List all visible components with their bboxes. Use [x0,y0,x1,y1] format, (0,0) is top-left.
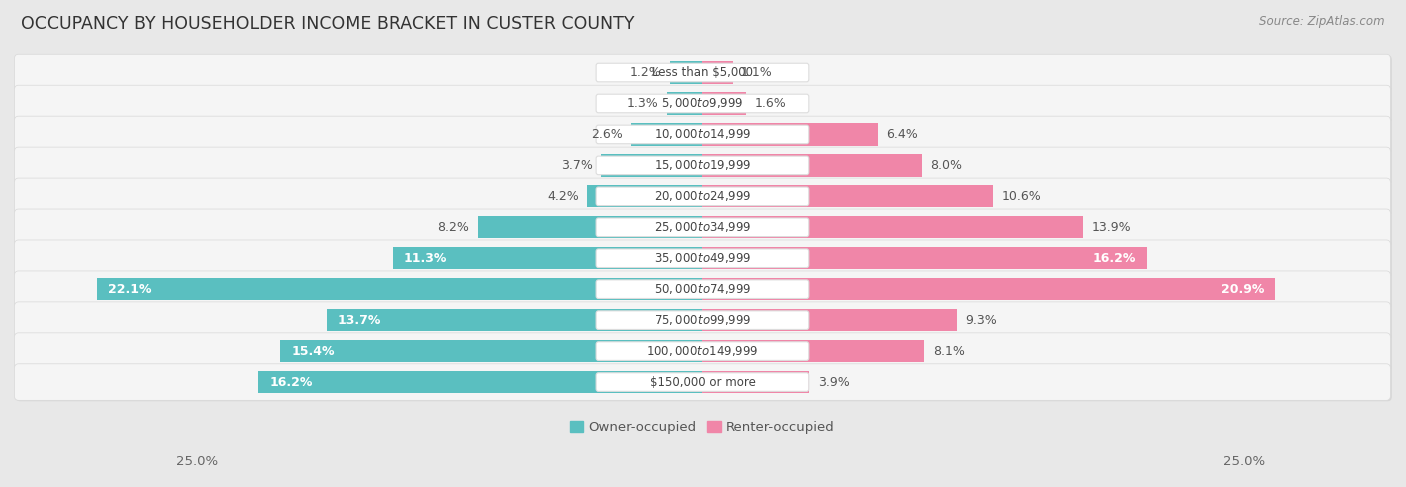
Text: 20.9%: 20.9% [1220,282,1264,296]
Bar [666,93,703,114]
Text: 11.3%: 11.3% [404,252,447,265]
FancyBboxPatch shape [15,86,1392,123]
Text: $75,000 to $99,999: $75,000 to $99,999 [654,313,751,327]
Text: 22.1%: 22.1% [108,282,150,296]
Text: $150,000 or more: $150,000 or more [650,375,755,389]
Text: 6.4%: 6.4% [886,128,918,141]
FancyBboxPatch shape [15,334,1392,370]
Text: 16.2%: 16.2% [1092,252,1136,265]
FancyBboxPatch shape [14,271,1391,307]
FancyBboxPatch shape [14,240,1391,277]
Bar [703,309,957,331]
Text: 13.7%: 13.7% [337,314,381,327]
Text: $10,000 to $14,999: $10,000 to $14,999 [654,128,751,141]
Text: 2.6%: 2.6% [591,128,623,141]
FancyBboxPatch shape [15,179,1392,216]
FancyBboxPatch shape [596,280,808,299]
FancyBboxPatch shape [14,333,1391,369]
Text: 9.3%: 9.3% [966,314,997,327]
FancyBboxPatch shape [15,55,1392,92]
Text: 1.6%: 1.6% [755,97,786,110]
Bar [669,61,703,84]
Bar [703,61,733,84]
Text: $35,000 to $49,999: $35,000 to $49,999 [654,251,751,265]
Bar [392,247,703,269]
Text: 4.2%: 4.2% [547,190,579,203]
Text: 1.1%: 1.1% [741,66,772,79]
FancyBboxPatch shape [14,302,1391,338]
Text: 15.4%: 15.4% [291,345,335,357]
FancyBboxPatch shape [596,125,808,144]
FancyBboxPatch shape [596,249,808,267]
Text: 13.9%: 13.9% [1091,221,1132,234]
Bar [97,278,703,300]
FancyBboxPatch shape [596,156,808,175]
Bar [703,216,1084,239]
Bar [259,371,703,393]
FancyBboxPatch shape [15,210,1392,246]
Text: Source: ZipAtlas.com: Source: ZipAtlas.com [1260,15,1385,28]
FancyBboxPatch shape [14,147,1391,184]
Bar [588,185,703,207]
FancyBboxPatch shape [15,272,1392,308]
FancyBboxPatch shape [14,116,1391,153]
FancyBboxPatch shape [14,54,1391,91]
Text: 16.2%: 16.2% [270,375,312,389]
FancyBboxPatch shape [596,94,808,113]
Bar [600,154,703,176]
FancyBboxPatch shape [596,218,808,237]
Bar [703,185,993,207]
Text: 1.3%: 1.3% [627,97,658,110]
Text: 8.2%: 8.2% [437,221,470,234]
Bar [703,247,1146,269]
FancyBboxPatch shape [14,85,1391,122]
Text: 8.0%: 8.0% [929,159,962,172]
Bar [703,340,925,362]
Text: $20,000 to $24,999: $20,000 to $24,999 [654,189,751,204]
FancyBboxPatch shape [596,187,808,206]
FancyBboxPatch shape [596,342,808,360]
Text: $5,000 to $9,999: $5,000 to $9,999 [661,96,744,111]
Text: 1.2%: 1.2% [630,66,661,79]
FancyBboxPatch shape [15,148,1392,185]
FancyBboxPatch shape [14,364,1391,400]
FancyBboxPatch shape [15,117,1392,153]
Bar [703,278,1275,300]
FancyBboxPatch shape [14,209,1391,245]
Bar [703,371,810,393]
Bar [703,123,877,146]
Text: $100,000 to $149,999: $100,000 to $149,999 [647,344,759,358]
Text: 25.0%: 25.0% [176,454,218,468]
FancyBboxPatch shape [596,311,808,329]
Text: $25,000 to $34,999: $25,000 to $34,999 [654,220,751,234]
Text: 25.0%: 25.0% [1223,454,1265,468]
Text: 3.9%: 3.9% [817,375,849,389]
Text: OCCUPANCY BY HOUSEHOLDER INCOME BRACKET IN CUSTER COUNTY: OCCUPANCY BY HOUSEHOLDER INCOME BRACKET … [21,15,634,33]
Bar [703,93,747,114]
Text: Less than $5,000: Less than $5,000 [652,66,754,79]
Legend: Owner-occupied, Renter-occupied: Owner-occupied, Renter-occupied [565,415,839,439]
Text: 3.7%: 3.7% [561,159,593,172]
FancyBboxPatch shape [15,303,1392,339]
Text: $15,000 to $19,999: $15,000 to $19,999 [654,158,751,172]
FancyBboxPatch shape [15,241,1392,278]
FancyBboxPatch shape [596,63,808,82]
Bar [328,309,703,331]
Text: $50,000 to $74,999: $50,000 to $74,999 [654,282,751,296]
Bar [703,154,922,176]
FancyBboxPatch shape [14,178,1391,215]
Text: 10.6%: 10.6% [1001,190,1040,203]
FancyBboxPatch shape [596,373,808,392]
FancyBboxPatch shape [15,365,1392,401]
Bar [280,340,703,362]
Text: 8.1%: 8.1% [932,345,965,357]
Bar [631,123,703,146]
Bar [478,216,703,239]
